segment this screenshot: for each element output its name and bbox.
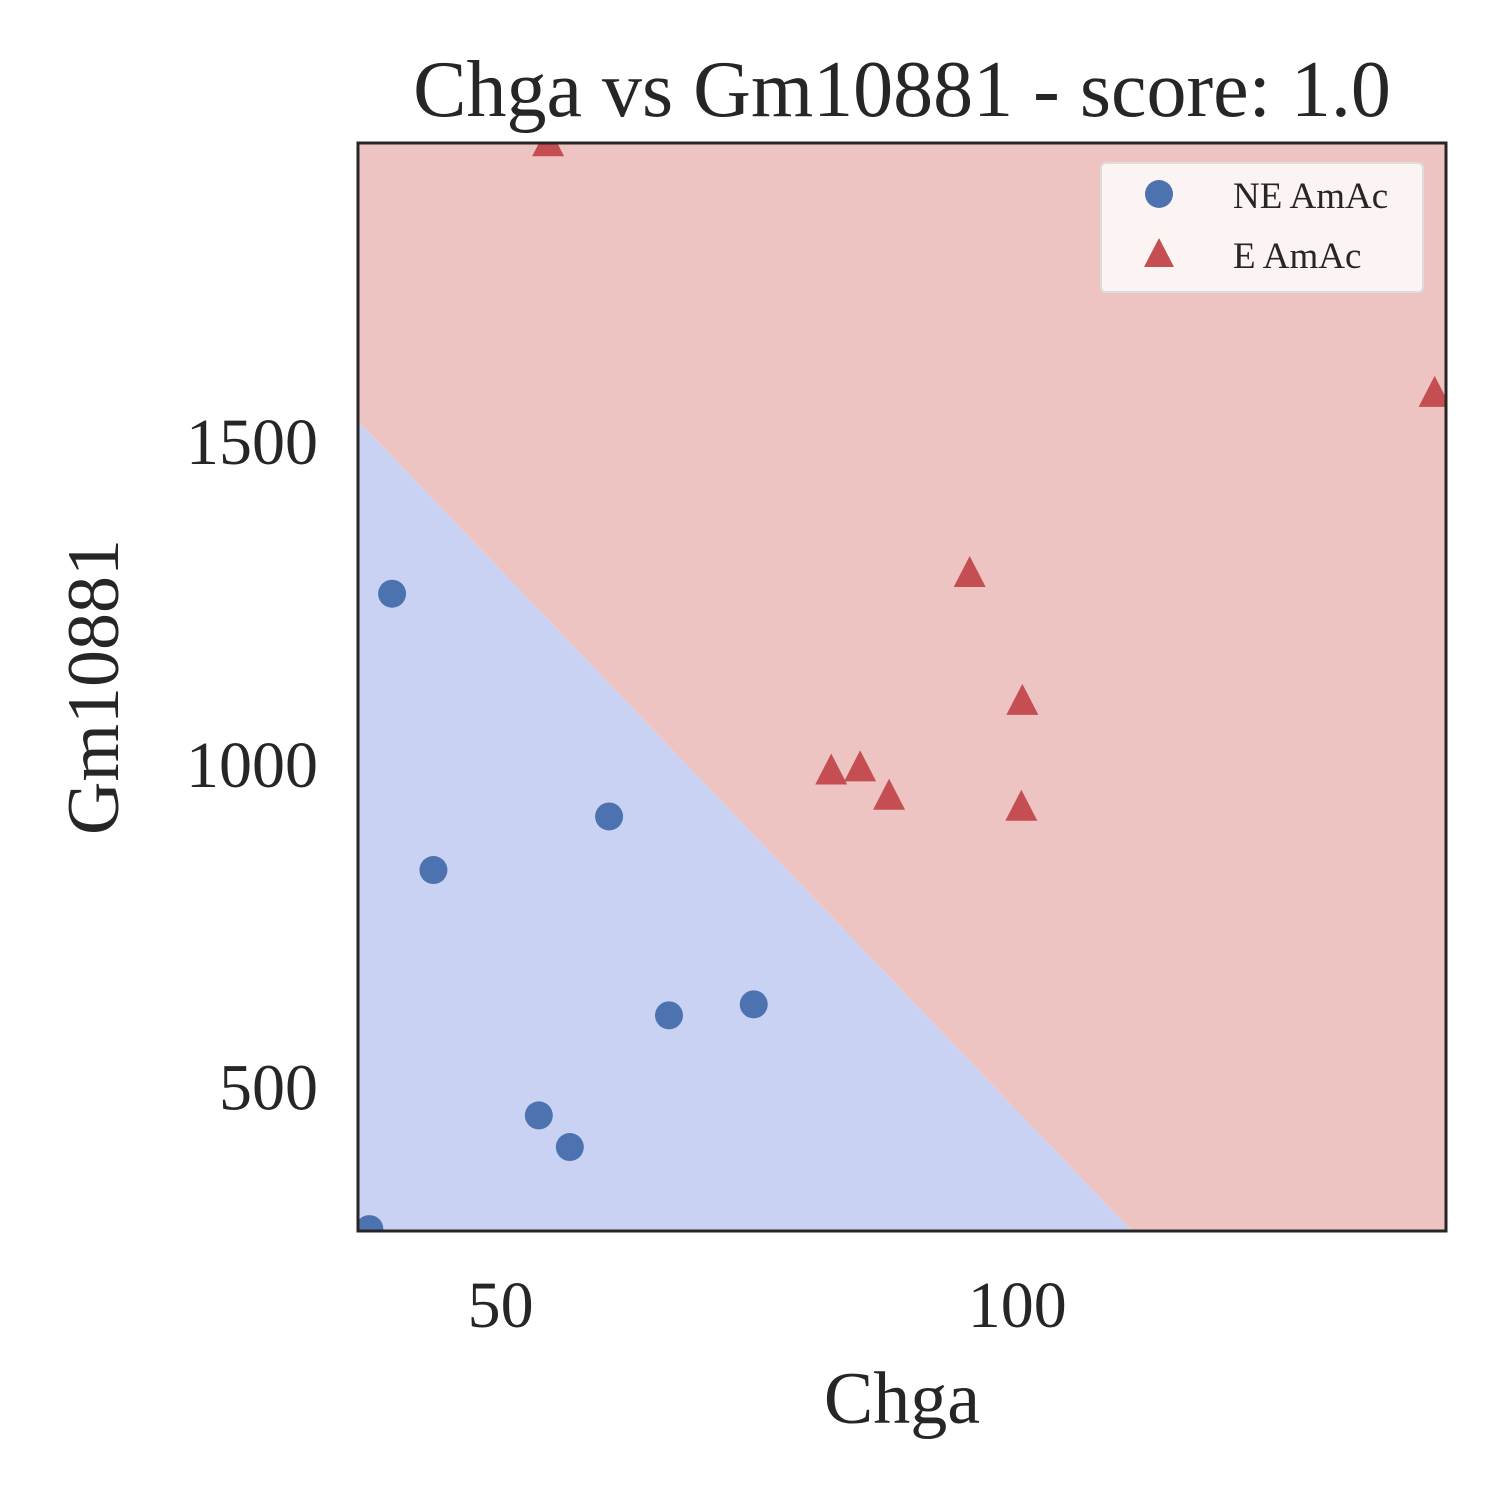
y-tick-label: 500 <box>219 1052 318 1125</box>
y-tick-label: 1500 <box>186 406 318 479</box>
ne-amac-data-point <box>555 1133 584 1162</box>
legend-circle-marker-icon <box>1145 180 1173 208</box>
data-markers <box>358 143 1446 1231</box>
y-axis-label: Gm10881 <box>53 539 135 835</box>
e-amac-data-point <box>1005 789 1038 821</box>
legend-triangle-marker-icon <box>1144 238 1174 267</box>
plot-frame <box>356 141 1448 1233</box>
legend: NE AmAc E AmAc <box>1100 162 1424 293</box>
plot-area <box>358 143 1446 1231</box>
e-amac-decision-region <box>358 143 1446 1231</box>
ne-amac-data-point <box>524 1101 553 1130</box>
x-axis-label: Chga <box>824 1358 980 1440</box>
e-amac-data-point <box>532 143 565 157</box>
y-tick-label: 1000 <box>186 729 318 802</box>
x-axis-ticks: 50 100 <box>468 1269 1067 1342</box>
legend-label-ne-amac: NE AmAc <box>1233 176 1388 217</box>
x-tick-label: 50 <box>468 1269 534 1342</box>
ne-amac-data-point <box>378 579 407 608</box>
e-amac-data-point <box>953 555 986 587</box>
ne-amac-data-point <box>595 802 624 831</box>
e-amac-data-point <box>1418 375 1446 407</box>
e-amac-data-point <box>1006 683 1039 715</box>
ne-amac-data-point <box>358 1215 384 1231</box>
ne-amac-data-point <box>655 1001 684 1030</box>
ne-amac-data-point <box>419 856 448 885</box>
e-amac-data-point <box>844 750 877 782</box>
e-amac-data-point <box>873 778 906 810</box>
legend-label-e-amac: E AmAc <box>1233 236 1361 277</box>
ne-amac-decision-region <box>358 420 1132 1231</box>
chart-title: Chga vs Gm10881 - score: 1.0 <box>413 46 1391 134</box>
e-amac-data-point <box>815 753 848 785</box>
x-tick-label: 100 <box>968 1269 1067 1342</box>
y-axis-ticks: 500 1000 1500 <box>186 406 318 1125</box>
legend-box <box>1100 162 1424 293</box>
ne-amac-data-point <box>739 990 768 1019</box>
